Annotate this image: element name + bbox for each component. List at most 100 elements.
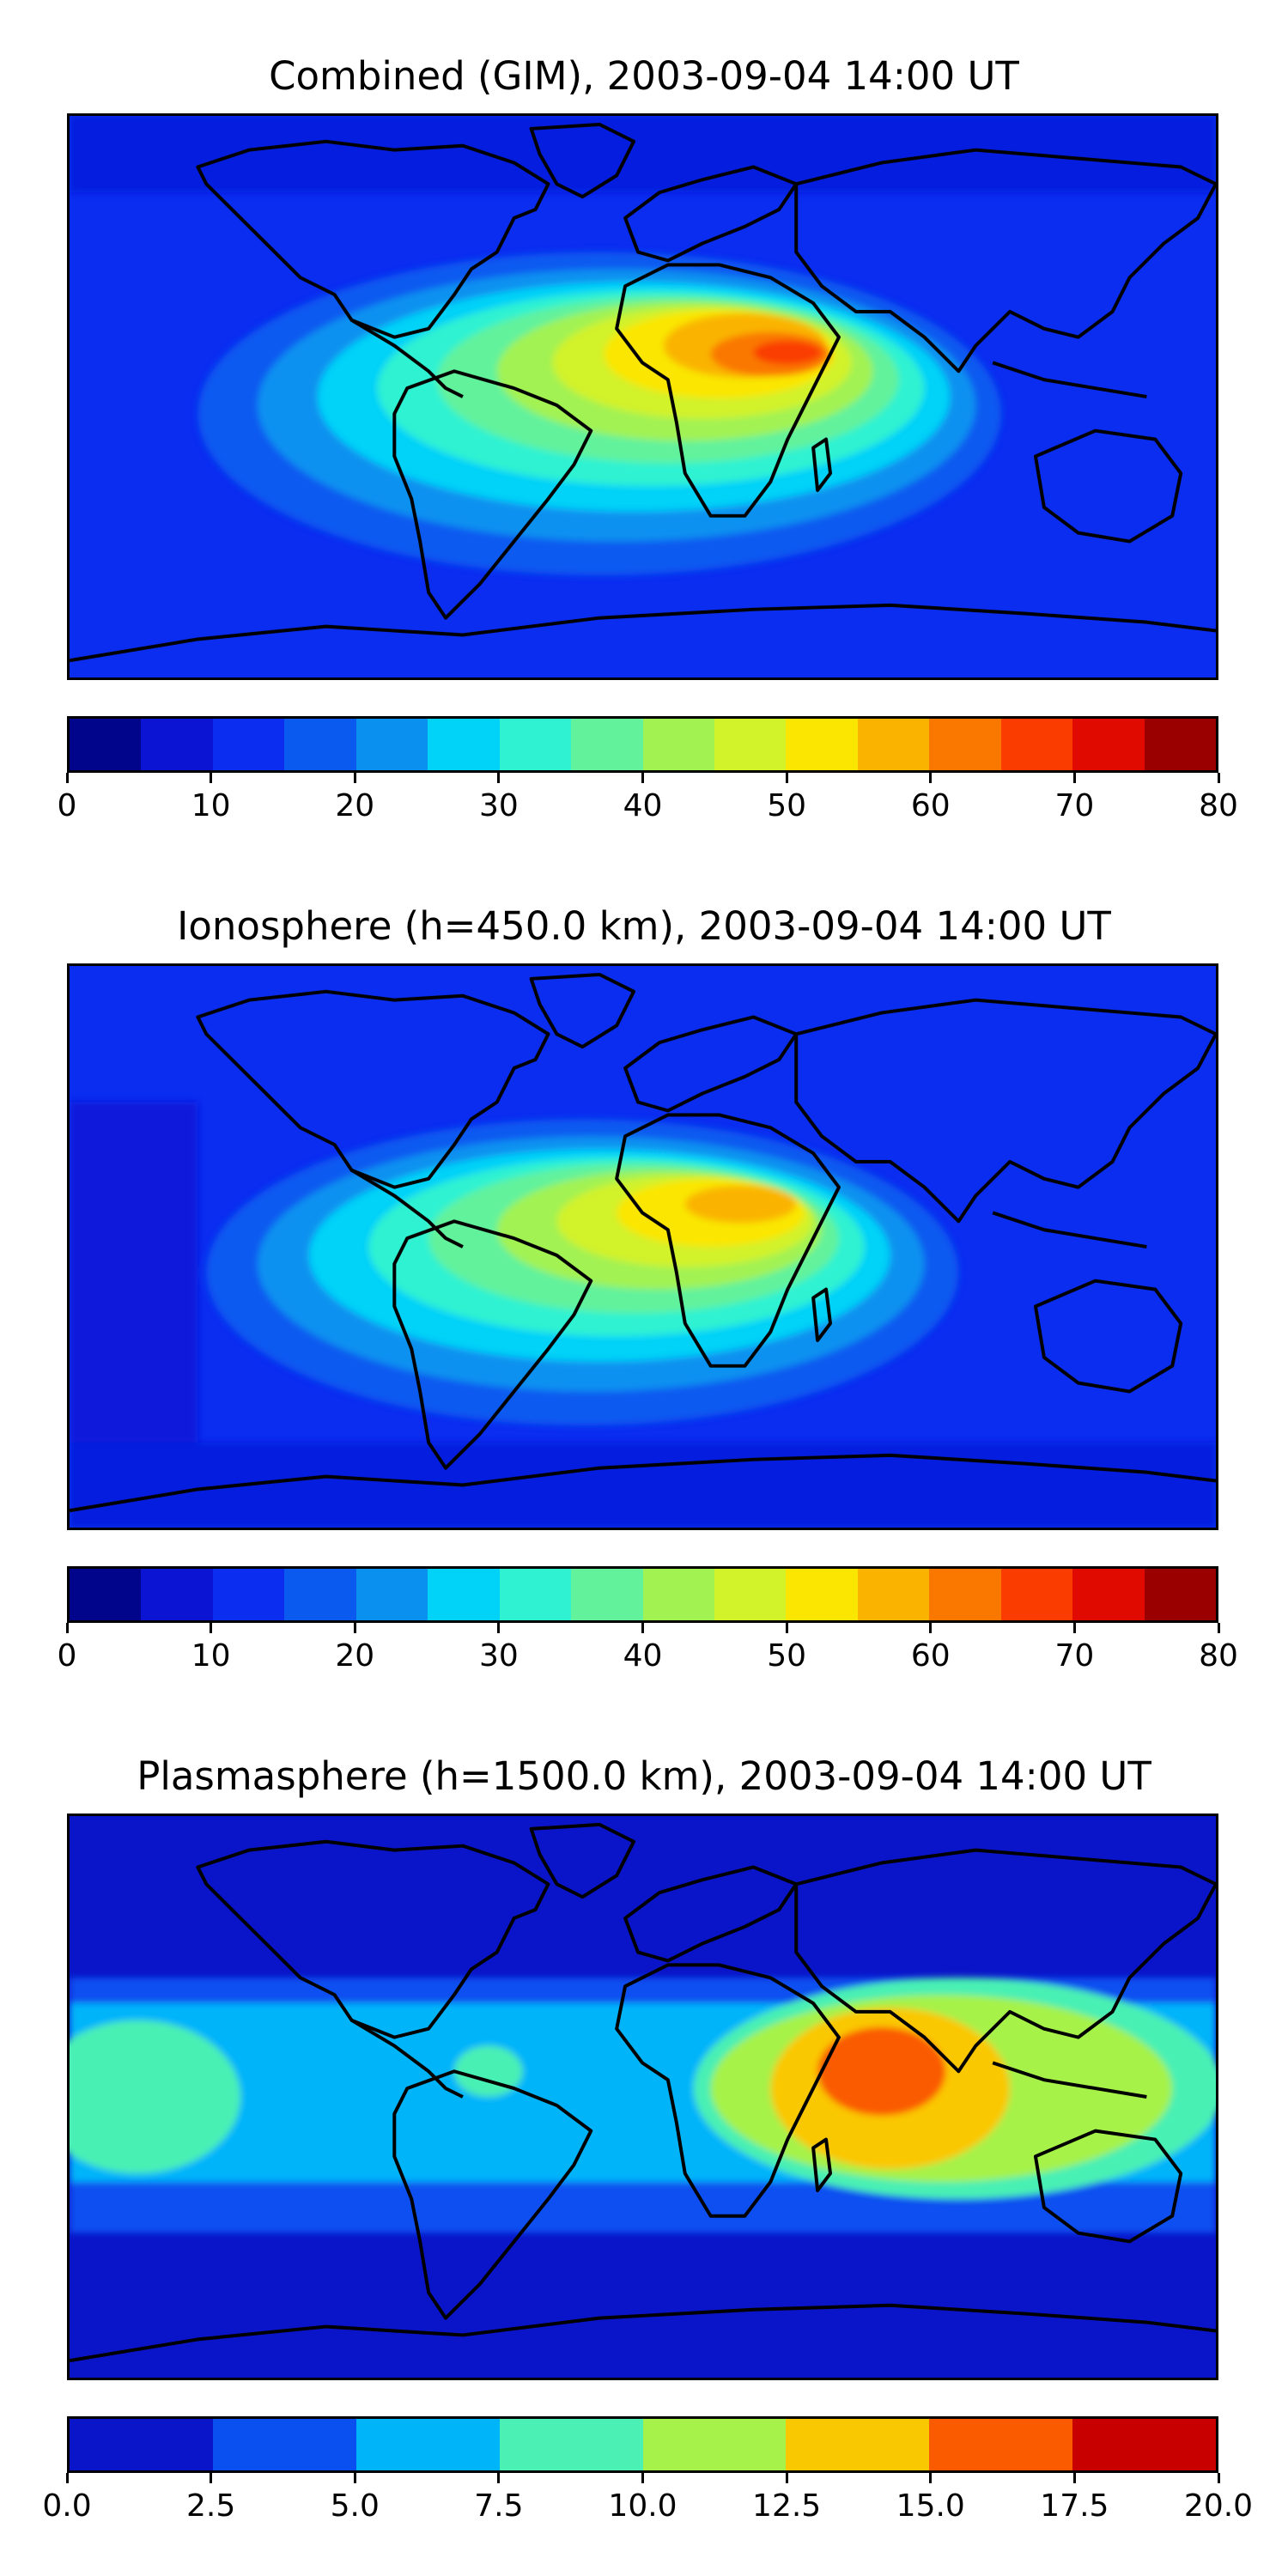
- colorbar-tick-label: 0: [57, 1638, 77, 1674]
- chart-title: Combined (GIM), 2003-09-04 14:00 UT: [269, 53, 1019, 99]
- tec-map: [67, 113, 1218, 680]
- colorbar-tick: [1072, 773, 1076, 783]
- colorbar-segment: [70, 2419, 213, 2470]
- colorbar-tick: [929, 1623, 933, 1633]
- colorbar-tick: [641, 1623, 644, 1633]
- colorbar-tick-label: 70: [1054, 788, 1095, 823]
- colorbar-tick-label: 7.5: [474, 2488, 524, 2524]
- colorbar: [67, 716, 1218, 773]
- colorbar-tick-label: 12.5: [752, 2488, 822, 2524]
- contour-fill: [817, 2026, 946, 2116]
- colorbar-tick-label: 30: [478, 788, 519, 823]
- contour-fill-south: [70, 1442, 1216, 1528]
- colorbar-segment: [642, 1569, 714, 1620]
- colorbar-segment: [714, 1569, 787, 1620]
- colorbar-tick-label: 40: [623, 1638, 663, 1674]
- contour-fill: [753, 340, 823, 365]
- contour-fill: [453, 2045, 523, 2097]
- colorbar-tick: [210, 1623, 213, 1633]
- colorbar-tick: [929, 2473, 933, 2483]
- colorbar-segment: [1072, 1569, 1145, 1620]
- contour-fill: [70, 2020, 241, 2174]
- colorbar-tick-label: 15.0: [896, 2488, 965, 2524]
- colorbar-tick-label: 50: [767, 1638, 807, 1674]
- colorbar-tick-label: 17.5: [1040, 2488, 1109, 2524]
- chart-title: Plasmasphere (h=1500.0 km), 2003-09-04 1…: [137, 1753, 1151, 1799]
- colorbar-segment: [141, 719, 213, 770]
- colorbar-tick-label: 0.0: [42, 2488, 92, 2524]
- colorbar-segment: [284, 1569, 356, 1620]
- colorbar-segment: [929, 719, 1001, 770]
- colorbar-tick-label: 10: [191, 788, 231, 823]
- colorbar-tick-label: 70: [1054, 1638, 1095, 1674]
- colorbar-tick-label: 30: [478, 1638, 519, 1674]
- colorbar-tick: [65, 1623, 69, 1633]
- colorbar-tick-label: 60: [910, 1638, 951, 1674]
- colorbar-segment: [1000, 719, 1073, 770]
- colorbar-segment: [857, 719, 930, 770]
- colorbar-segment: [642, 719, 714, 770]
- contour-fill-pacific: [70, 1102, 198, 1443]
- colorbar-segment: [499, 1569, 572, 1620]
- tec-map-svg: [70, 116, 1216, 677]
- colorbar-tick: [353, 2473, 356, 2483]
- colorbar-tick: [785, 773, 788, 783]
- colorbar-segment: [786, 2419, 930, 2470]
- tec-map-svg: [70, 966, 1216, 1528]
- colorbar-tick: [785, 1623, 788, 1633]
- colorbar-ticks: 0 10 20 30 40 50 60 70 80: [58, 1623, 1238, 1674]
- colorbar-segment: [1072, 719, 1145, 770]
- colorbar-tick-label: 0: [57, 788, 77, 823]
- colorbar-tick-label: 20.0: [1183, 2488, 1254, 2524]
- colorbar-tick-label: 5.0: [330, 2488, 380, 2524]
- chart-title: Ionosphere (h=450.0 km), 2003-09-04 14:0…: [177, 903, 1111, 949]
- contour-fill: [684, 1185, 797, 1224]
- colorbar-segment: [499, 719, 572, 770]
- colorbar-tick-label: 20: [335, 788, 375, 823]
- colorbar-tick: [641, 773, 644, 783]
- colorbar-segment: [70, 719, 142, 770]
- colorbar-tick: [353, 773, 356, 783]
- colorbar-tick: [497, 773, 501, 783]
- colorbar-tick-label: 60: [910, 788, 951, 823]
- colorbar-segment: [1072, 2419, 1216, 2470]
- colorbar-segment: [714, 719, 787, 770]
- colorbar-tick-label: 2.5: [185, 2488, 236, 2524]
- colorbar: [67, 2416, 1218, 2473]
- colorbar-segment: [70, 1569, 142, 1620]
- colorbar-tick: [1217, 773, 1220, 783]
- colorbar-tick: [497, 2473, 501, 2483]
- colorbar-segment: [929, 1569, 1001, 1620]
- colorbar-ticks: 0 10 20 30 40 50 60 70 80: [58, 773, 1238, 824]
- colorbar-segment: [428, 719, 500, 770]
- colorbar-segment: [355, 1569, 428, 1620]
- colorbar-tick: [1072, 2473, 1076, 2483]
- colorbar-segment: [642, 2419, 787, 2470]
- colorbar-tick: [497, 1623, 501, 1633]
- colorbar-tick-label: 50: [767, 788, 807, 823]
- colorbar-tick: [353, 1623, 356, 1633]
- colorbar-tick-label: 10: [191, 1638, 231, 1674]
- colorbar-tick: [641, 2473, 644, 2483]
- colorbar: [67, 1566, 1218, 1623]
- colorbar-tick-label: 10.0: [608, 2488, 677, 2524]
- colorbar-segment: [141, 1569, 213, 1620]
- colorbar-tick: [1217, 1623, 1220, 1633]
- colorbar-segment: [1000, 1569, 1073, 1620]
- colorbar-segment: [284, 719, 356, 770]
- colorbar-ticks: 0.0 2.5 5.0 7.5 10.0 12.5 15.0 17.5 20.0: [42, 2473, 1253, 2524]
- colorbar-segment: [571, 719, 643, 770]
- colorbar-tick: [1072, 1623, 1076, 1633]
- colorbar-tick: [65, 2473, 69, 2483]
- colorbar-segment: [786, 1569, 858, 1620]
- colorbar-segment: [428, 1569, 500, 1620]
- colorbar-tick: [210, 2473, 213, 2483]
- tec-map: [67, 1814, 1218, 2380]
- colorbar-segment: [1144, 1569, 1216, 1620]
- colorbar-tick-label: 20: [335, 1638, 375, 1674]
- colorbar-tick: [785, 2473, 788, 2483]
- colorbar-tick-label: 80: [1199, 1638, 1238, 1674]
- colorbar-tick-label: 80: [1199, 788, 1238, 823]
- colorbar-segment: [499, 2419, 643, 2470]
- colorbar-tick: [1217, 2473, 1220, 2483]
